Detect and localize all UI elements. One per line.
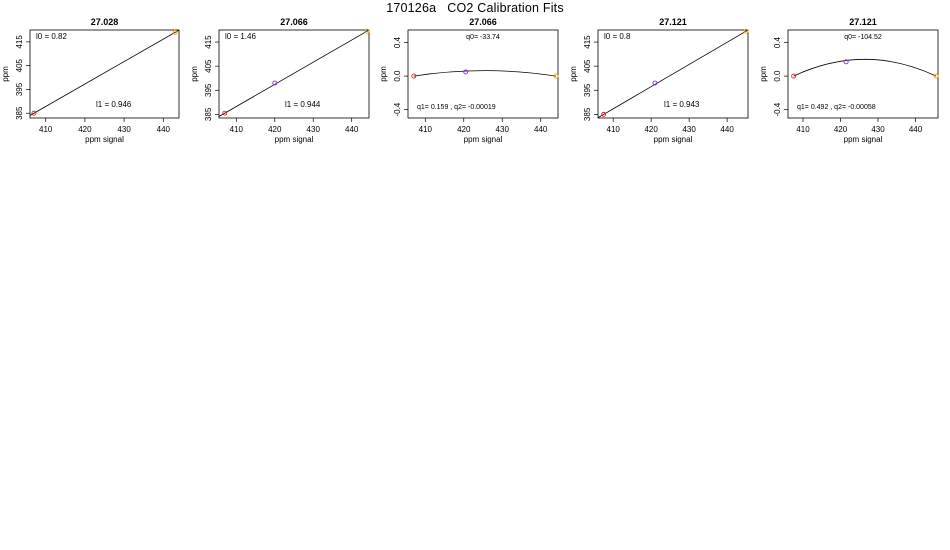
x-tick-label: 430 <box>682 125 696 134</box>
plot-frame <box>218 29 370 119</box>
x-axis-label: ppm signal <box>464 135 503 144</box>
x-tick-label: 420 <box>457 125 471 134</box>
y-tick-label: 385 <box>583 107 592 121</box>
coef-label-l0: l0 = 0.8 <box>604 32 631 41</box>
data-point-high <box>743 28 749 34</box>
x-axis-label: ppm signal <box>275 135 314 144</box>
fit-line <box>30 30 179 116</box>
y-tick-label: 405 <box>204 59 213 73</box>
coef-label-q1-q2: q1= 0.492 , q2= -0.00058 <box>797 104 876 111</box>
y-tick-label: 415 <box>15 35 24 49</box>
data-point-low <box>222 110 228 116</box>
data-point-low <box>31 110 37 116</box>
data-point-high <box>553 73 559 79</box>
chart-panel-5: 27.121 410 420 430 440 -0.4 0.0 0.4 ppm signal pp… <box>759 17 939 144</box>
chart-title: 27.121 <box>659 17 687 27</box>
y-axis-label: ppm <box>1 66 10 82</box>
y-tick-label: 0.4 <box>393 36 402 48</box>
coef-label-l0: l0 = 0.82 <box>36 32 67 41</box>
y-tick-label: 0.0 <box>393 70 402 82</box>
y-tick-label: 405 <box>583 59 592 73</box>
chart-panel-3: 27.066 410 420 430 440 -0.4 0.0 0.4 ppm signal pp… <box>379 17 559 144</box>
page-title: 170126a CO2 Calibration Fits <box>386 1 564 15</box>
fit-line <box>219 30 369 117</box>
fit-line <box>598 30 748 118</box>
y-tick-label: 385 <box>204 107 213 121</box>
plot-frame <box>407 29 559 119</box>
chart-title: 27.121 <box>849 17 877 27</box>
chart-panel-1: 27.028 410 420 430 440 385 395 405 415 ppm signal… <box>1 17 180 144</box>
y-tick-label: -0.4 <box>773 102 782 116</box>
y-tick-label: 0.4 <box>773 36 782 48</box>
x-axis-label: ppm signal <box>844 135 883 144</box>
x-tick-label: 430 <box>307 125 321 134</box>
y-tick-label: 395 <box>15 82 24 96</box>
data-point-mid <box>843 59 849 65</box>
data-point-high <box>933 73 939 79</box>
coef-label-l1: l1 = 0.946 <box>96 100 132 109</box>
y-tick-label: -0.4 <box>393 102 402 116</box>
y-tick-label: 0.0 <box>773 70 782 82</box>
chart-title: 27.066 <box>469 17 497 27</box>
y-tick-label: 395 <box>204 83 213 97</box>
data-point-high <box>364 28 370 34</box>
y-tick-label: 415 <box>204 35 213 49</box>
x-tick-label: 430 <box>871 125 885 134</box>
x-tick-label: 410 <box>607 125 621 134</box>
x-axis-label: ppm signal <box>85 135 124 144</box>
coef-label-l1: l1 = 0.944 <box>285 100 321 109</box>
fit-curve <box>793 59 937 77</box>
coef-label-q1-q2: q1= 0.159 , q2= -0.00019 <box>417 104 496 111</box>
x-tick-label: 410 <box>230 125 244 134</box>
y-axis-label: ppm <box>759 66 768 82</box>
y-tick-label: 405 <box>15 58 24 72</box>
chart-title: 27.066 <box>280 17 308 27</box>
x-tick-label: 410 <box>39 125 53 134</box>
x-tick-label: 430 <box>496 125 510 134</box>
data-point-low <box>601 111 607 117</box>
x-tick-label: 440 <box>909 125 923 134</box>
plot-frame <box>787 29 939 119</box>
chart-panel-4: 27.121 410 420 430 440 385 395 405 415 ppm signal… <box>569 17 749 144</box>
coef-label-q0: q0= -104.52 <box>844 34 882 41</box>
data-point-mid <box>272 80 278 86</box>
x-tick-label: 410 <box>796 125 810 134</box>
x-tick-label: 440 <box>345 125 359 134</box>
y-axis-label: ppm <box>569 66 578 82</box>
chart-title: 27.028 <box>91 17 119 27</box>
x-tick-label: 420 <box>644 125 658 134</box>
chart-panel-2: 27.066 410 420 430 440 385 395 405 415 ppm signal… <box>190 17 370 144</box>
coef-label-q0: q0= -33.74 <box>466 34 500 41</box>
x-tick-label: 440 <box>720 125 734 134</box>
data-point-high <box>172 29 178 35</box>
coef-label-l1: l1 = 0.943 <box>664 100 700 109</box>
x-tick-label: 440 <box>157 125 171 134</box>
coef-label-l0: l0 = 1.46 <box>225 32 256 41</box>
y-tick-label: 395 <box>583 83 592 97</box>
x-tick-label: 430 <box>117 125 131 134</box>
plot-frame <box>29 29 180 119</box>
x-tick-label: 420 <box>268 125 282 134</box>
fit-curve <box>413 70 557 77</box>
y-tick-label: 385 <box>15 106 24 120</box>
data-point-mid <box>652 80 658 86</box>
x-tick-label: 420 <box>834 125 848 134</box>
y-axis-label: ppm <box>190 66 199 82</box>
data-point-low <box>791 73 797 79</box>
x-tick-label: 410 <box>419 125 433 134</box>
x-tick-label: 420 <box>78 125 92 134</box>
plot-frame <box>597 29 749 119</box>
y-tick-label: 415 <box>583 35 592 49</box>
data-point-mid <box>463 69 469 75</box>
x-axis-label: ppm signal <box>654 135 693 144</box>
data-point-low <box>411 73 417 79</box>
x-tick-label: 440 <box>534 125 548 134</box>
y-axis-label: ppm <box>379 66 388 82</box>
